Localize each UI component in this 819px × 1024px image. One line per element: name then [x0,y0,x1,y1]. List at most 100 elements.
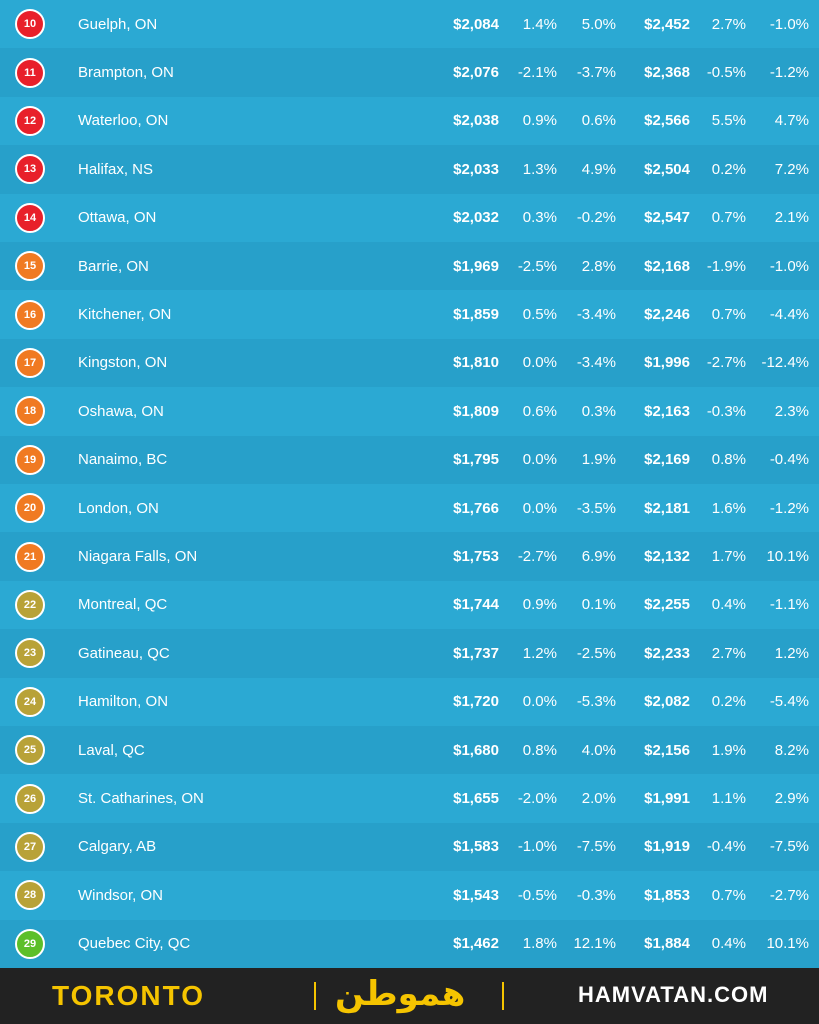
table-row: 29 Quebec City, QC $1,462 1.8% 12.1% $1,884 0.… [0,919,819,968]
percent-change: 0.0% [522,451,557,469]
rank-cell: 23 [0,638,60,669]
percent-change: 2.0% [581,790,616,808]
rent-value: $1,744 [453,596,499,614]
rent-value: $1,919 [644,838,690,856]
city-name: Niagara Falls, ON [78,548,198,566]
city-name: St. Catharines, ON [78,790,204,808]
percent-change: -0.5% [517,886,557,904]
rent-value: $2,082 [644,693,690,711]
rank-badge: 27 [15,831,45,862]
city-name: Nanaimo, BC [78,451,168,469]
footer-separator [502,982,504,1010]
percent-change: 0.7% [711,209,746,227]
rent-value: $2,033 [453,160,499,178]
percent-change: 10.1% [766,935,809,953]
percent-change: -2.7% [517,548,557,566]
rank-cell: 22 [0,589,60,620]
rank-badge: 19 [15,444,45,475]
percent-change: 0.5% [522,306,557,324]
percent-change: -3.4% [576,306,616,324]
percent-change: -1.0% [517,838,557,856]
rent-value: $2,168 [644,257,690,275]
rent-value: $2,246 [644,306,690,324]
percent-change: 0.7% [711,886,746,904]
rent-value: $2,038 [453,112,499,130]
rank-badge: 13 [15,154,45,185]
city-name: Waterloo, ON [78,112,169,130]
rent-value: $2,504 [644,160,690,178]
percent-change: 12.1% [573,935,616,953]
percent-change: 2.9% [774,790,809,808]
rank-cell: 12 [0,105,60,136]
city-name: Oshawa, ON [78,402,164,420]
percent-change: -7.5% [576,838,616,856]
percent-change: 0.9% [522,596,557,614]
percent-change: -1.0% [769,15,809,33]
percent-change: -1.0% [769,257,809,275]
rent-value: $1,809 [453,402,499,420]
city-name: Guelph, ON [78,15,158,33]
percent-change: 2.3% [774,402,809,420]
percent-change: 0.6% [581,112,616,130]
percent-change: -2.7% [769,886,809,904]
rank-badge: 22 [15,589,45,620]
percent-change: 0.7% [711,306,746,324]
city-name: Kitchener, ON [78,306,172,324]
table-row: 26 St. Catharines, ON $1,655 -2.0% 2.0% $1,99… [0,774,819,823]
table-row: 22 Montreal, QC $1,744 0.9% 0.1% $2,255 0.4% -1… [0,580,819,630]
percent-change: 2.7% [711,15,746,33]
table-row: 15 Barrie, ON $1,969 -2.5% 2.8% $2,168 -1.9% -1… [0,242,819,291]
rent-value: $2,156 [644,741,690,759]
percent-change: 1.3% [522,160,557,178]
percent-change: 0.9% [522,112,557,130]
percent-change: 1.6% [711,499,746,517]
percent-change: -1.2% [769,64,809,82]
table-row: 23 Gatineau, QC $1,737 1.2% -2.5% $2,233 2.7% 1… [0,629,819,678]
rank-badge: 14 [15,202,45,233]
rank-cell: 13 [0,154,60,185]
percent-change: 1.9% [711,741,746,759]
percent-change: -3.4% [576,354,616,372]
rank-badge: 18 [15,396,45,427]
percent-change: 0.4% [711,935,746,953]
table-row: 20 London, ON $1,766 0.0% -3.5% $2,181 1.6% -1.… [0,484,819,533]
percent-change: 4.0% [581,741,616,759]
percent-change: 4.7% [774,112,809,130]
rank-badge: 26 [15,783,45,814]
rank-cell: 28 [0,880,60,911]
table-row: 28 Windsor, ON $1,543 -0.5% -0.3% $1,853 0.7% -… [0,871,819,920]
percent-change: -7.5% [769,838,809,856]
rent-value: $1,720 [453,693,499,711]
footer-website[interactable]: HAMVATAN.COM [578,982,769,1007]
percent-change: 4.9% [581,160,616,178]
percent-change: 5.5% [711,112,746,130]
percent-change: 0.1% [581,596,616,614]
rank-badge: 25 [15,735,45,766]
percent-change: 1.8% [522,935,557,953]
percent-change: -0.4% [706,838,746,856]
rank-cell: 15 [0,251,60,282]
rent-value: $1,884 [644,935,690,953]
city-name: Montreal, QC [78,596,168,614]
percent-change: -2.5% [517,257,557,275]
table-row: 27 Calgary, AB $1,583 -1.0% -7.5% $1,919 -0.4%… [0,822,819,872]
table-row: 25 Laval, QC $1,680 0.8% 4.0% $2,156 1.9% 8.2% [0,726,819,775]
city-name: Ottawa, ON [78,209,157,227]
rent-value: $2,566 [644,112,690,130]
rent-value: $2,032 [453,209,499,227]
rank-cell: 18 [0,396,60,427]
city-name: Kingston, ON [78,354,168,372]
rank-cell: 11 [0,57,60,88]
rank-badge: 20 [15,493,45,524]
footer-separator [314,982,316,1010]
percent-change: 2.8% [581,257,616,275]
table-row: 18 Oshawa, ON $1,809 0.6% 0.3% $2,163 -0.3% 2.3… [0,387,819,436]
percent-change: -0.5% [706,64,746,82]
footer-logo: هموطن [335,974,466,1014]
percent-change: -2.5% [576,644,616,662]
percent-change: 2.7% [711,644,746,662]
percent-change: 1.4% [522,15,557,33]
percent-change: 0.4% [711,596,746,614]
rank-cell: 29 [0,928,60,959]
percent-change: 1.1% [711,790,746,808]
